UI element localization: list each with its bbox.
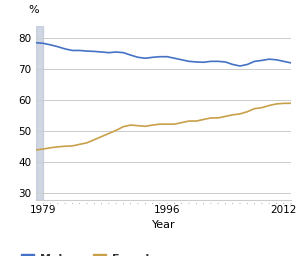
Y-axis label: %: % [28,5,39,15]
Legend: Males, Females: Males, Females [21,254,163,256]
X-axis label: Year: Year [152,220,175,230]
Bar [36,26,43,200]
